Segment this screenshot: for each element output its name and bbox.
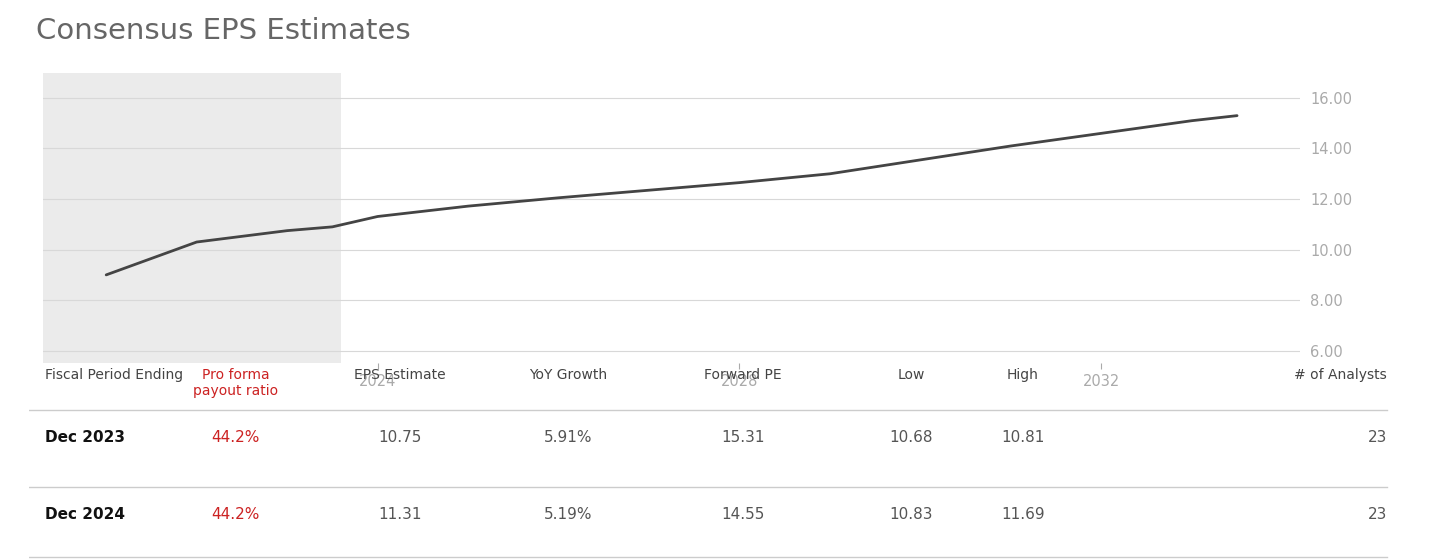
Text: High: High xyxy=(1007,368,1039,382)
Text: 5.91%: 5.91% xyxy=(543,430,592,445)
Text: Fiscal Period Ending: Fiscal Period Ending xyxy=(46,368,183,382)
Text: Consensus EPS Estimates: Consensus EPS Estimates xyxy=(36,17,410,45)
Text: EPS Estimate: EPS Estimate xyxy=(354,368,446,382)
Text: Forward PE: Forward PE xyxy=(704,368,782,382)
Text: 44.2%: 44.2% xyxy=(211,506,260,522)
Text: Low: Low xyxy=(897,368,925,382)
Text: Dec 2024: Dec 2024 xyxy=(46,506,126,522)
Text: YoY Growth: YoY Growth xyxy=(529,368,607,382)
Text: 10.68: 10.68 xyxy=(889,430,933,445)
Text: 11.31: 11.31 xyxy=(377,506,422,522)
Text: 10.81: 10.81 xyxy=(1002,430,1045,445)
Text: # of Analysts: # of Analysts xyxy=(1295,368,1388,382)
Text: Pro forma
payout ratio: Pro forma payout ratio xyxy=(193,368,279,398)
Text: 44.2%: 44.2% xyxy=(211,430,260,445)
Text: 10.83: 10.83 xyxy=(889,506,933,522)
Text: 14.55: 14.55 xyxy=(722,506,765,522)
Text: Dec 2023: Dec 2023 xyxy=(46,430,126,445)
Text: 15.31: 15.31 xyxy=(722,430,765,445)
Bar xyxy=(43,73,342,363)
Text: 11.69: 11.69 xyxy=(1002,506,1045,522)
Text: 23: 23 xyxy=(1368,506,1388,522)
Text: 10.75: 10.75 xyxy=(379,430,422,445)
Text: 5.19%: 5.19% xyxy=(543,506,592,522)
Text: 23: 23 xyxy=(1368,430,1388,445)
